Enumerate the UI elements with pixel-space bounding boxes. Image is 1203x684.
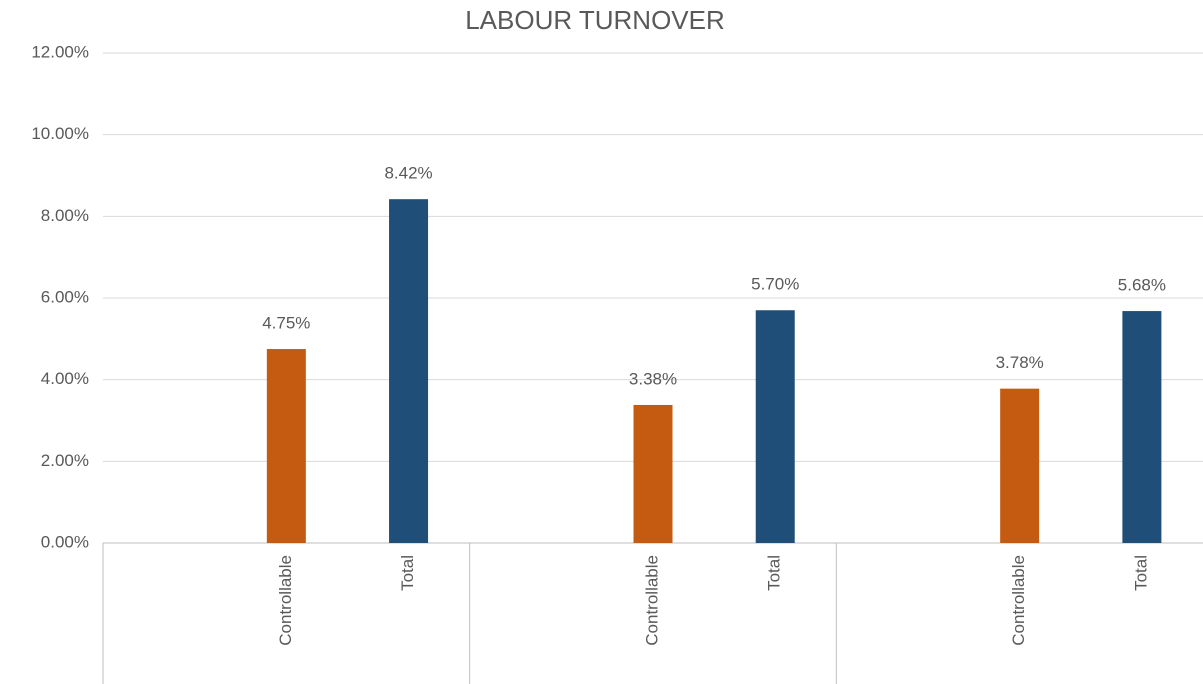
data-label: 5.70%	[751, 275, 799, 294]
chart-title: LABOUR TURNOVER	[465, 5, 725, 35]
y-tick-label: 12.00%	[31, 42, 89, 61]
bar	[1122, 311, 1162, 543]
bar	[633, 404, 673, 543]
bar	[755, 310, 795, 543]
y-tick-label: 0.00%	[41, 532, 89, 551]
bar	[266, 349, 306, 543]
x-tick-label: Controllable	[1009, 555, 1028, 646]
data-label: 8.42%	[384, 164, 432, 183]
data-label: 3.78%	[996, 353, 1044, 372]
y-tick-label: 2.00%	[41, 451, 89, 470]
data-label: 4.75%	[262, 314, 310, 333]
data-label: 3.38%	[629, 369, 677, 388]
x-tick-label: Total	[1131, 555, 1150, 591]
y-tick-label: 6.00%	[41, 287, 89, 306]
y-tick-label: 10.00%	[31, 124, 89, 143]
y-tick-label: 8.00%	[41, 206, 89, 225]
x-tick-label: Controllable	[276, 555, 295, 646]
bar	[1000, 388, 1040, 543]
x-tick-label: Total	[398, 555, 417, 591]
data-label: 5.68%	[1118, 276, 1166, 295]
x-tick-label: Controllable	[642, 555, 661, 646]
bar	[389, 199, 429, 543]
y-tick-label: 4.00%	[41, 369, 89, 388]
x-tick-label: Total	[765, 555, 784, 591]
